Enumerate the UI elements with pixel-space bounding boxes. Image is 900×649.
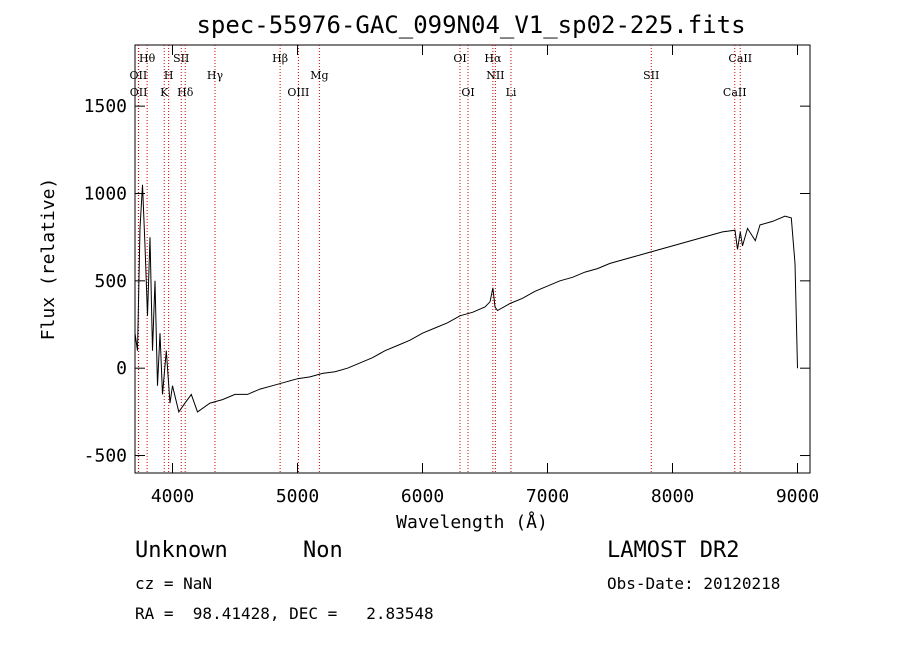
line-marker-label: OI <box>461 86 474 99</box>
plot-frame <box>134 44 811 474</box>
x-tick-label: 5000 <box>276 486 319 507</box>
y-tick-label: 0 <box>116 358 127 379</box>
line-marker-label: Mg <box>310 69 328 82</box>
spectrum-line <box>134 184 798 414</box>
x-axis-label: Wavelength (Å) <box>396 511 548 533</box>
object-subclass: Non <box>303 538 343 563</box>
line-marker-label: NII <box>486 69 504 82</box>
line-marker-label: Li <box>506 86 517 99</box>
y-tick-label: -500 <box>84 446 127 467</box>
x-tick-label: 8000 <box>651 486 694 507</box>
line-marker-label: CaII <box>723 86 747 99</box>
line-marker-label: Hβ <box>272 52 288 65</box>
line-marker-label: CaII <box>728 52 752 65</box>
chart-title: spec-55976-GAC_099N04_V1_sp02-225.fits <box>196 11 745 39</box>
redshift-value: cz = NaN <box>135 574 213 593</box>
line-marker-label: SII <box>643 69 659 82</box>
y-tick-label: 500 <box>94 271 127 292</box>
x-axis-ticks: 4000 5000 6000 7000 8000 9000 <box>151 45 819 507</box>
y-tick-label: 1000 <box>84 183 127 204</box>
y-axis-label: Flux (relative) <box>38 178 59 341</box>
line-marker-label: OII <box>130 86 148 99</box>
object-class: Unknown <box>135 538 228 563</box>
line-marker-label: Hδ <box>177 86 194 99</box>
line-marker-label: Hα <box>484 52 502 65</box>
x-tick-label: 4000 <box>151 486 194 507</box>
line-marker-label: H <box>164 69 174 82</box>
x-tick-label: 7000 <box>526 486 569 507</box>
coordinates: RA = 98.41428, DEC = 2.83548 <box>135 604 434 623</box>
line-marker-label: OI <box>453 52 466 65</box>
x-tick-label: 6000 <box>401 486 444 507</box>
line-marker-label: OIII <box>287 86 309 99</box>
survey-name: LAMOST DR2 <box>607 538 740 563</box>
line-marker-label: SII <box>173 52 189 65</box>
y-tick-label: 1500 <box>84 96 127 117</box>
line-marker-label: Hθ <box>139 52 156 65</box>
x-tick-label: 9000 <box>776 486 819 507</box>
obs-date: Obs-Date: 20120218 <box>607 574 781 593</box>
line-marker-label: K <box>160 86 169 99</box>
spectrum-chart: spec-55976-GAC_099N04_V1_sp02-225.fits H… <box>38 11 819 533</box>
y-axis-ticks: -500 0 500 1000 1500 <box>84 96 810 467</box>
line-marker-label: Hγ <box>207 69 224 82</box>
